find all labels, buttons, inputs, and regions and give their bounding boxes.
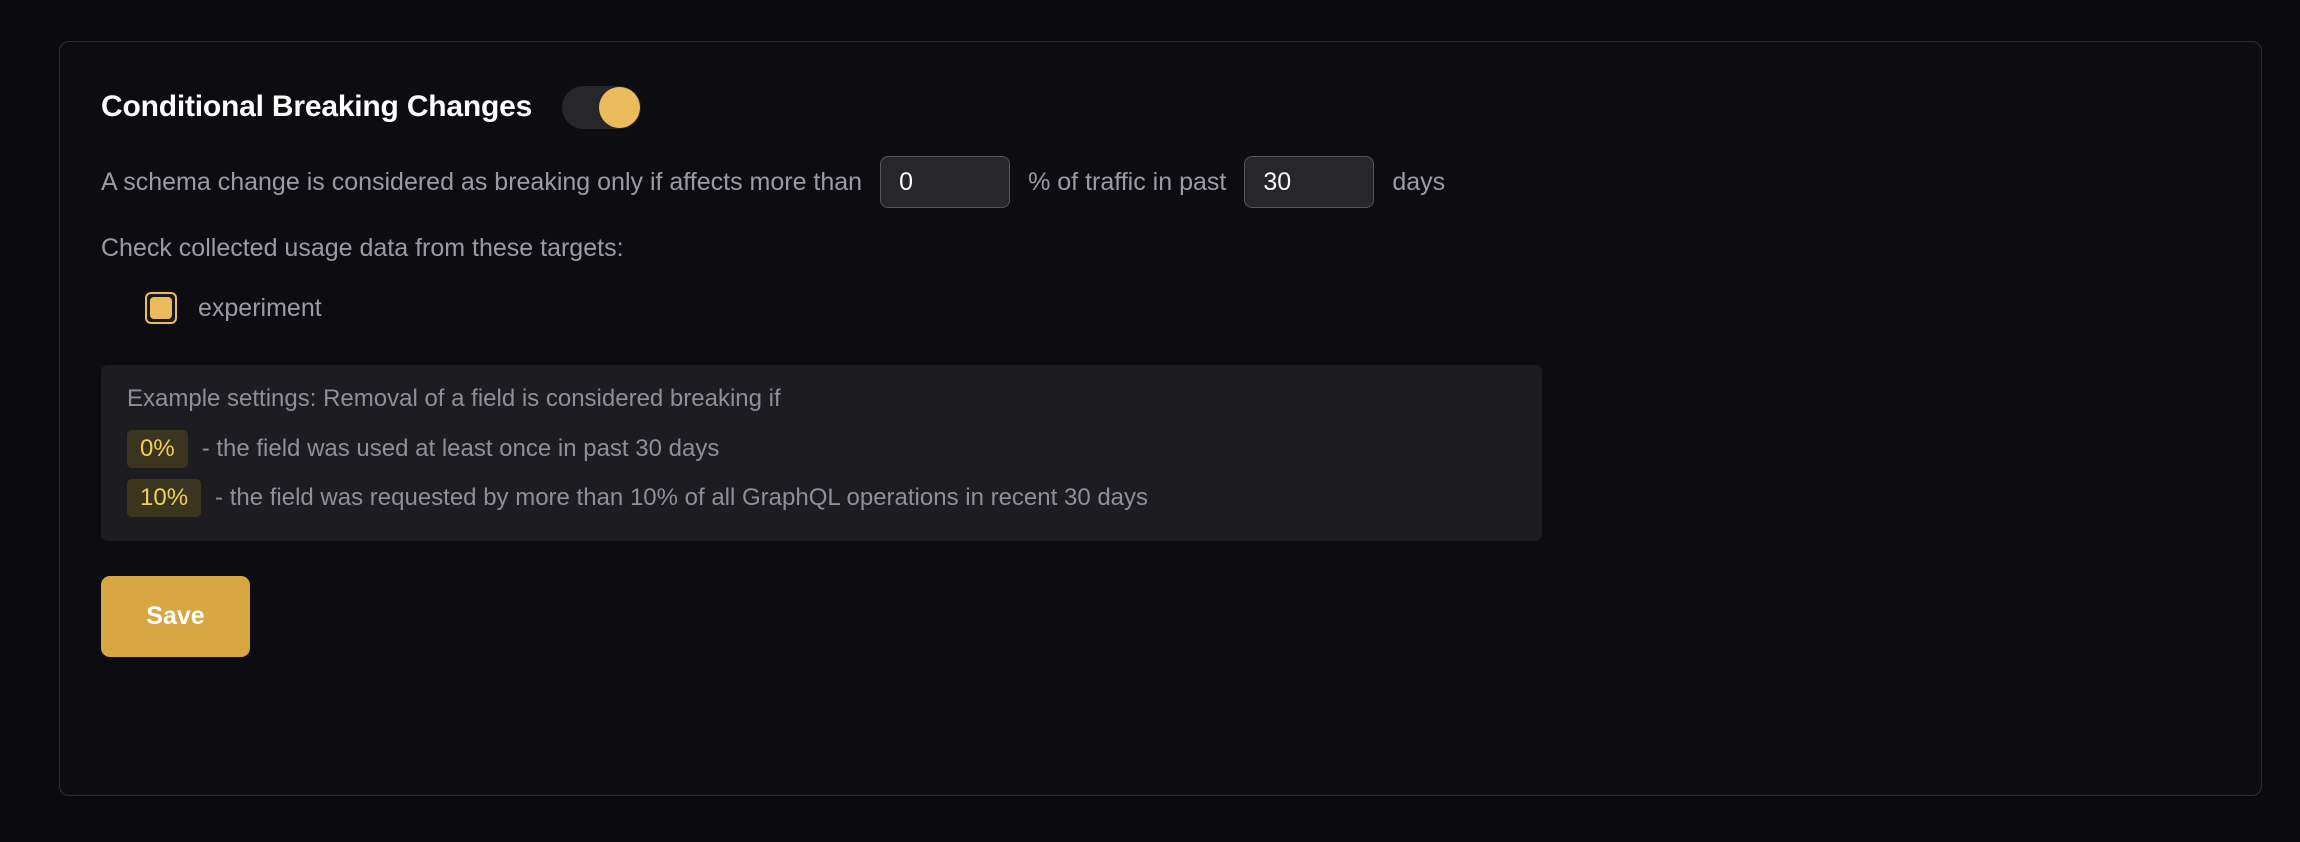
days-input[interactable]: 30 — [1244, 156, 1375, 208]
example-line: 10% - the field was requested by more th… — [127, 479, 1516, 517]
targets-label: Check collected usage data from these ta… — [101, 234, 624, 262]
example-line-text: - the field was used at least once in pa… — [201, 435, 720, 462]
conditional-breaking-changes-card: Conditional Breaking Changes A schema ch… — [59, 41, 2262, 796]
card-content: Conditional Breaking Changes A schema ch… — [101, 84, 2220, 657]
schema-rule-row: A schema change is considered as breakin… — [101, 156, 2220, 208]
target-checkbox-experiment[interactable] — [145, 292, 177, 324]
example-line-text: - the field was requested by more than 1… — [215, 484, 1149, 511]
toggle-knob — [599, 86, 641, 128]
example-badge: 10% — [127, 479, 202, 517]
conditional-breaking-changes-toggle[interactable] — [562, 85, 642, 129]
example-line: 0% - the field was used at least once in… — [127, 430, 1516, 468]
target-checkbox-row[interactable]: experiment — [145, 291, 2220, 325]
page-title: Conditional Breaking Changes — [101, 90, 533, 123]
save-button[interactable]: Save — [101, 576, 250, 657]
schema-rule-prefix-label: A schema change is considered as breakin… — [101, 167, 863, 196]
schema-rule-middle-label: % of traffic in past — [1028, 167, 1227, 196]
target-checkbox-label: experiment — [198, 293, 322, 322]
percentage-input[interactable]: 0 — [880, 156, 1011, 208]
example-badge: 0% — [127, 430, 188, 468]
schema-rule-suffix-label: days — [1392, 167, 1446, 196]
example-settings-title: Example settings: Removal of a field is … — [127, 385, 781, 412]
example-settings-box: Example settings: Removal of a field is … — [101, 365, 1542, 541]
checkbox-checked-icon — [150, 297, 172, 319]
card-header: Conditional Breaking Changes — [101, 84, 2220, 130]
